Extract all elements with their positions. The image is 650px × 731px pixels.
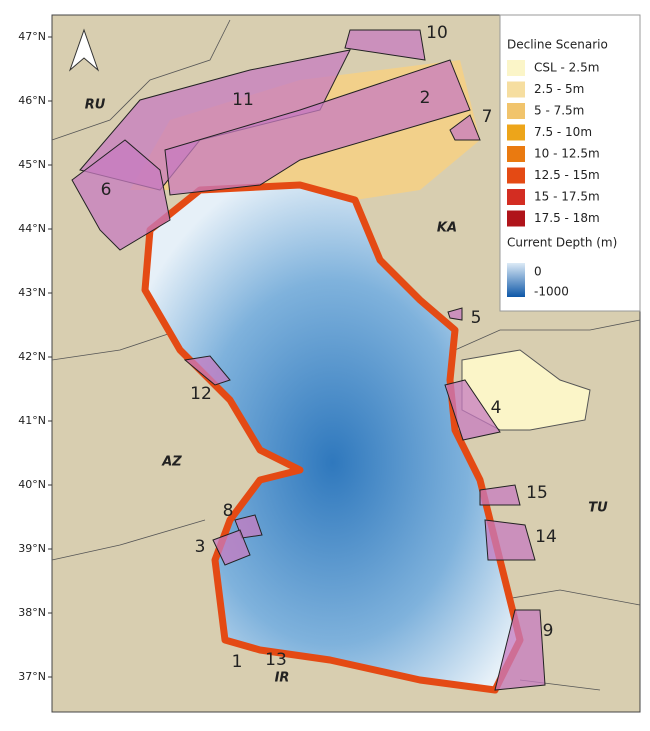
legend-swatch xyxy=(507,124,525,141)
depth-ramp xyxy=(507,263,525,297)
lat-label: 38°N xyxy=(18,606,46,619)
legend-label: 15 - 17.5m xyxy=(534,190,600,204)
lat-label: 44°N xyxy=(18,222,46,235)
zone-label: 12 xyxy=(190,384,212,404)
depth-label: -1000 xyxy=(534,285,569,299)
lat-label: 47°N xyxy=(18,30,46,43)
country-label: TU xyxy=(588,501,608,516)
legend-label: 2.5 - 5m xyxy=(534,82,584,96)
country-label: IR xyxy=(275,671,290,686)
legend-swatch xyxy=(507,60,525,76)
zone-label: 5 xyxy=(471,308,482,328)
zone-label: 8 xyxy=(223,501,234,521)
legend-swatch xyxy=(507,103,525,119)
zone-label: 11 xyxy=(232,90,254,110)
lat-label: 46°N xyxy=(18,94,46,107)
zones xyxy=(71,29,546,691)
depth-title: Current Depth (m) xyxy=(507,236,617,250)
lat-label: 39°N xyxy=(18,542,46,555)
lat-label: 41°N xyxy=(18,414,46,427)
lat-label: 42°N xyxy=(18,350,46,363)
legend-swatch xyxy=(507,210,525,227)
legend-swatch xyxy=(507,189,525,205)
zone-label: 14 xyxy=(535,527,557,547)
country-label: RU xyxy=(85,98,106,113)
sea xyxy=(141,181,524,694)
zone-label: 4 xyxy=(491,398,502,418)
legend-label: 17.5 - 18m xyxy=(534,211,600,225)
zone-label: 1 xyxy=(232,652,243,672)
zone-label: 6 xyxy=(101,180,112,200)
borders xyxy=(51,19,641,691)
legend-label: 5 - 7.5m xyxy=(534,104,584,118)
lat-label: 40°N xyxy=(18,478,46,491)
legend-title: Decline Scenario xyxy=(507,38,608,52)
legend-label: 7.5 - 10m xyxy=(534,125,592,139)
zone-label: 13 xyxy=(265,650,287,670)
country-label: AZ xyxy=(161,455,182,470)
lat-label: 43°N xyxy=(18,286,46,299)
north-arrow xyxy=(68,28,100,72)
zone-label: 15 xyxy=(526,483,548,503)
legend-label: 12.5 - 15m xyxy=(534,168,600,182)
zone-label: 3 xyxy=(195,537,206,557)
legend-swatch xyxy=(507,81,525,98)
country-label: KA xyxy=(437,221,457,236)
lat-label: 37°N xyxy=(18,670,46,683)
zone-label: 7 xyxy=(482,107,493,127)
legend-swatch xyxy=(507,167,525,184)
depth-label: 0 xyxy=(534,265,542,279)
legend-swatch xyxy=(507,146,525,162)
legend-label: CSL - 2.5m xyxy=(534,61,599,75)
zone-label: 2 xyxy=(420,88,431,108)
zone-label: 10 xyxy=(426,23,448,43)
lat-label: 45°N xyxy=(18,158,46,171)
legend-label: 10 - 12.5m xyxy=(534,147,600,161)
zone-label: 9 xyxy=(543,621,554,641)
